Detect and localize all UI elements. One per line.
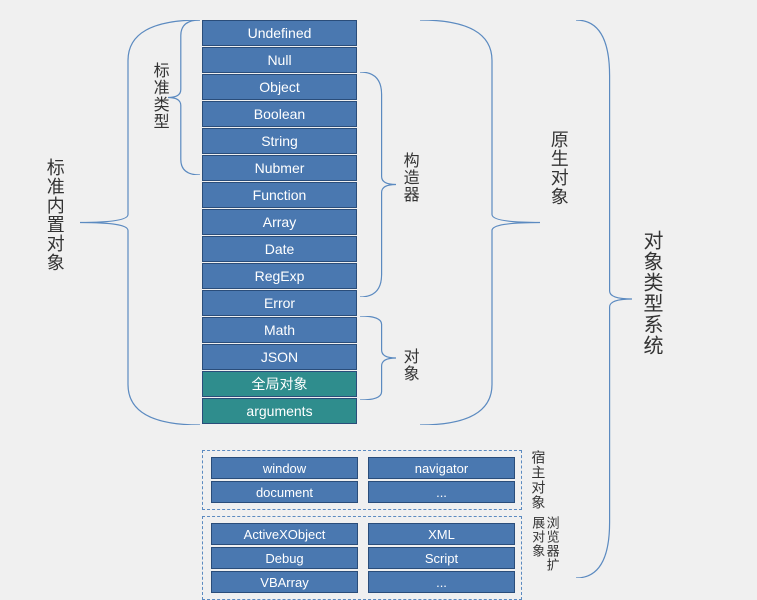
type-box-window: window	[211, 457, 358, 479]
type-box-string: String	[202, 128, 357, 154]
type-box-math: Math	[202, 317, 357, 343]
type-box-date: Date	[202, 236, 357, 262]
extension-objects-group: ActiveXObjectDebugVBArray XMLScript...	[202, 516, 522, 600]
type-box-null: Null	[202, 47, 357, 73]
label-std-type: 标准类型	[150, 62, 168, 130]
native-bracket	[420, 20, 540, 425]
type-box-script: Script	[368, 547, 515, 569]
type-box-...: ...	[368, 571, 515, 593]
type-box-function: Function	[202, 182, 357, 208]
type-box-全局对象: 全局对象	[202, 371, 357, 397]
type-box-...: ...	[368, 481, 515, 503]
label-type-system: 对象类型系统	[640, 230, 662, 356]
label-native: 原生对象	[548, 130, 568, 206]
type-system-bracket	[576, 20, 632, 578]
type-box-error: Error	[202, 290, 357, 316]
type-box-xml: XML	[368, 523, 515, 545]
label-host: 宿主对象	[530, 450, 545, 510]
std-builtin-bracket	[80, 20, 200, 425]
type-box-navigator: navigator	[368, 457, 515, 479]
type-box-arguments: arguments	[202, 398, 357, 424]
label-std-builtin: 标准内置对象	[44, 158, 64, 272]
type-box-nubmer: Nubmer	[202, 155, 357, 181]
type-box-boolean: Boolean	[202, 101, 357, 127]
constructor-bracket	[360, 72, 396, 297]
type-box-object: Object	[202, 74, 357, 100]
type-box-array: Array	[202, 209, 357, 235]
object-bracket	[360, 316, 396, 400]
type-box-document: document	[211, 481, 358, 503]
type-box-debug: Debug	[211, 547, 358, 569]
label-constructor: 构造器	[400, 152, 418, 203]
type-box-json: JSON	[202, 344, 357, 370]
std-type-bracket	[168, 20, 200, 175]
type-box-regexp: RegExp	[202, 263, 357, 289]
label-object: 对象	[400, 348, 418, 382]
type-box-activexobject: ActiveXObject	[211, 523, 358, 545]
label-browser-ext: 浏览器扩展对象	[530, 516, 559, 583]
host-objects-group: windowdocument navigator...	[202, 450, 522, 510]
type-box-vbarray: VBArray	[211, 571, 358, 593]
type-box-undefined: Undefined	[202, 20, 357, 46]
